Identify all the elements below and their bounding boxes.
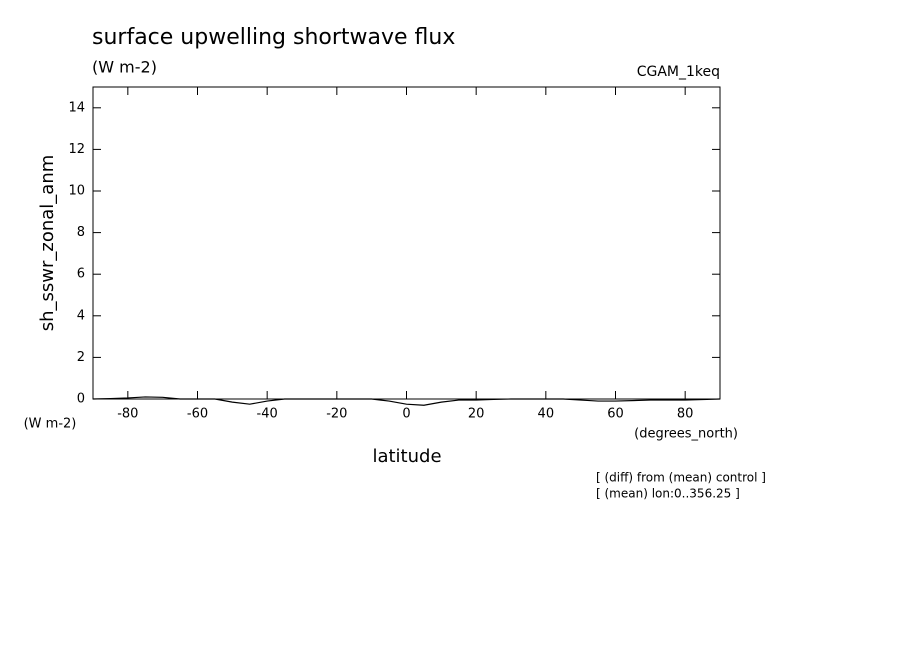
y-units: (W m-2) (24, 417, 77, 432)
x-tick-label: 0 (402, 407, 410, 422)
x-tick-label: 20 (468, 407, 485, 422)
x-tick-label: -80 (117, 407, 138, 422)
plot-frame (92, 86, 721, 400)
dataset-label: CGAM_1keq (637, 64, 720, 80)
y-tick-label: 2 (77, 350, 85, 365)
y-tick-label: 12 (68, 142, 85, 157)
y-tick-label: 10 (68, 184, 85, 199)
y-tick-label: 14 (68, 100, 85, 115)
x-axis-label: latitude (372, 446, 441, 467)
x-tick-label: -20 (326, 407, 347, 422)
x-tick-label: 40 (538, 407, 555, 422)
x-units: (degrees_north) (634, 427, 738, 442)
annotation: [ (mean) lon:0..356.25 ] (596, 487, 740, 501)
annotation: [ (diff) from (mean) control ] (596, 471, 766, 485)
x-tick-label: -60 (187, 407, 208, 422)
chart-title: surface upwelling shortwave flux (92, 25, 455, 50)
y-tick-label: 0 (77, 392, 85, 407)
y-tick-label: 4 (77, 308, 85, 323)
y-tick-label: 6 (77, 267, 85, 282)
y-axis-label: sh_sswr_zonal_anm (37, 155, 58, 332)
x-tick-label: -40 (257, 407, 278, 422)
data-line (92, 396, 721, 406)
chart-subtitle: (W m-2) (92, 58, 157, 77)
x-tick-label: 60 (607, 407, 624, 422)
x-tick-label: 80 (677, 407, 694, 422)
y-tick-label: 8 (77, 225, 85, 240)
